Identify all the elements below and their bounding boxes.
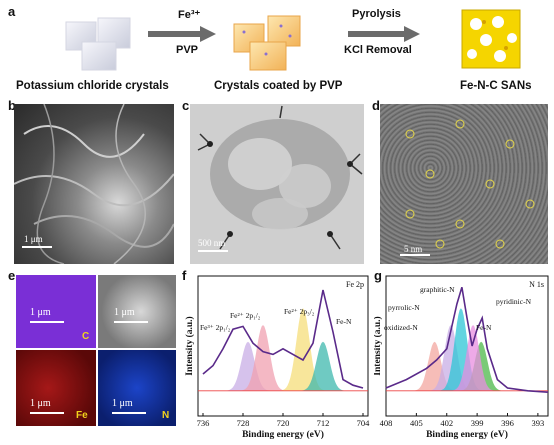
map-sem: 1 μm xyxy=(98,275,176,348)
fenc-sans-illustration xyxy=(461,9,521,69)
x-tick-label: 712 xyxy=(317,418,330,428)
arrow-right-icon xyxy=(348,26,420,42)
x-tick-label: 405 xyxy=(410,418,423,428)
panel-b-label: b xyxy=(8,98,16,113)
peak-2 xyxy=(434,308,488,391)
haadf-image: 5 nm xyxy=(380,104,548,264)
peak-label: graphitic-N xyxy=(420,285,455,294)
peak-2 xyxy=(274,308,332,391)
pyrolysis-label: Pyrolysis xyxy=(352,8,401,20)
peak-label: Fe²⁺ 2p₁/₂ xyxy=(230,311,261,320)
y-axis-label: Intensity (a.u.) xyxy=(374,316,383,375)
pvp-coated-crystals-illustration xyxy=(233,15,301,71)
x-tick-label: 704 xyxy=(357,418,371,428)
map-n-element: N xyxy=(162,410,170,421)
y-axis-label: Intensity (a.u.) xyxy=(184,316,195,375)
peak-3 xyxy=(294,341,352,391)
plot-frame xyxy=(197,275,369,417)
peak-label: Fe³⁺ 2p₁/₂ xyxy=(200,323,231,332)
raw-series xyxy=(202,289,364,389)
peak-label: Fe-N xyxy=(336,317,352,326)
tem-scale-text: 500 nm xyxy=(198,238,226,248)
panel-e-label: e xyxy=(8,268,16,283)
scale-bar xyxy=(198,250,228,252)
pvp-label: PVP xyxy=(176,44,199,56)
kcl-crystals-illustration xyxy=(65,17,131,71)
map-fe-element: Fe xyxy=(76,410,88,421)
kcl-removal-label: KCl Removal xyxy=(344,44,412,56)
fenc-caption: Fe-N-C SANs xyxy=(460,80,532,92)
kcl-caption: Potassium chloride crystals xyxy=(16,80,169,92)
fe3-label: Fe³⁺ xyxy=(178,9,201,21)
peak-0 xyxy=(219,341,277,391)
panel-c-label: c xyxy=(182,98,190,113)
peak-label: pyridinic-N xyxy=(496,297,532,306)
peak-4 xyxy=(446,325,500,391)
x-tick-label: 720 xyxy=(277,418,290,428)
fit-envelope xyxy=(385,286,549,393)
x-tick-label: 408 xyxy=(380,418,393,428)
peak-label: Fe²⁺ 2p₃/₂ xyxy=(284,307,315,316)
chart-title: N 1s xyxy=(529,280,544,289)
panel-f-label: f xyxy=(182,268,187,283)
sem-scale-text: 1 μm xyxy=(24,234,43,244)
chart-title: Fe 2p xyxy=(346,280,364,289)
scale-bar xyxy=(400,254,430,256)
peak-1 xyxy=(424,325,478,391)
peak-label: pyrrolic-N xyxy=(388,303,420,312)
x-tick-label: 393 xyxy=(532,418,545,428)
tem-image: 500 nm xyxy=(190,104,364,264)
plot-frame xyxy=(385,275,549,417)
x-tick-label: 728 xyxy=(237,418,250,428)
panel-a-label: a xyxy=(8,4,16,19)
peak-label: oxidized-N xyxy=(384,323,418,332)
panel-d-label: d xyxy=(372,98,380,113)
peak-1 xyxy=(234,325,292,391)
map-c: 1 μm C xyxy=(16,275,96,348)
x-axis-label: Binding energy (eV) xyxy=(426,429,508,440)
x-tick-label: 402 xyxy=(440,418,453,428)
x-tick-label: 396 xyxy=(501,418,514,428)
panel-g-label: g xyxy=(374,268,382,283)
x-tick-label: 399 xyxy=(471,418,484,428)
x-tick-label: 736 xyxy=(197,418,210,428)
x-axis-label: Binding energy (eV) xyxy=(242,429,324,440)
peak-0 xyxy=(407,341,462,391)
map-fe: 1 μm Fe xyxy=(16,350,96,426)
map-c-element: C xyxy=(82,331,90,342)
pvp-caption: Crystals coated by PVP xyxy=(214,80,343,92)
peak-label: Fe-N xyxy=(476,323,492,332)
haadf-scale-text: 5 nm xyxy=(404,244,423,254)
sem-image: 1 μm xyxy=(14,104,174,264)
fit-envelope xyxy=(202,289,364,389)
fe2p-xps-chart: Fe 2p Fe³⁺ 2p₁/₂ Fe²⁺ 2p₁/₂ Fe²⁺ 2p₃/₂ Fe-N 7… xyxy=(184,275,371,440)
arrow-right-icon xyxy=(148,26,216,42)
scale-bar xyxy=(22,246,52,248)
map-n: 1 μm N xyxy=(98,350,176,426)
